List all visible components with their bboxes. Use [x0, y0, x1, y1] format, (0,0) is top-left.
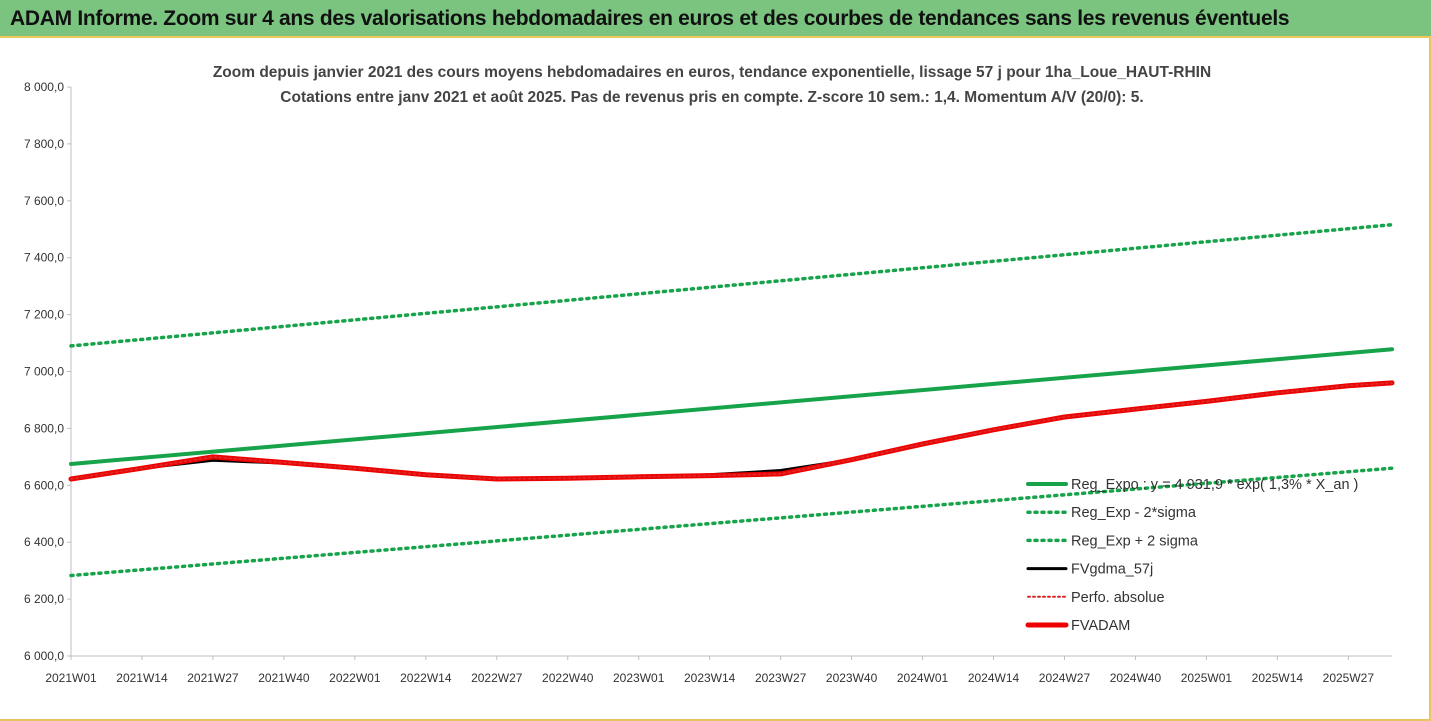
y-tick-labels: 8 000,0 7 800,0 7 600,0 7 400,0 7 200,0 7 000…	[24, 80, 71, 663]
chart-axes	[70, 87, 1392, 657]
x-tick-label: 2025W14	[1252, 671, 1304, 685]
x-tick-label: 2024W40	[1110, 671, 1162, 685]
x-tick-label: 2023W27	[755, 671, 807, 685]
x-tick-label: 2024W14	[968, 671, 1020, 685]
y-tick-label: 6 800,0	[24, 421, 64, 435]
y-tick-label: 8 000,0	[24, 80, 64, 94]
x-tick-label: 2021W14	[116, 671, 168, 685]
x-tick-label: 2021W27	[187, 671, 239, 685]
series-line-4	[70, 381, 1393, 480]
series-lines	[68, 222, 1395, 578]
x-tick-label: 2024W01	[897, 671, 949, 685]
y-tick-label: 7 400,0	[24, 251, 64, 265]
legend-label: FVgdma_57j	[1071, 562, 1153, 578]
report-banner: ADAM Informe. Zoom sur 4 ans des valoris…	[0, 0, 1431, 38]
x-tick-labels: 2021W01 2021W14 2021W27 2021W40 2022W01 2022W…	[45, 656, 1374, 685]
series-line-5	[68, 380, 1395, 482]
legend-label: FVADAM	[1071, 618, 1130, 634]
chart-title-line: Cotations entre janv 2021 et août 2025. …	[280, 89, 1143, 106]
chart-title-line: Zoom depuis janvier 2021 des cours moyen…	[213, 64, 1211, 81]
x-tick-label: 2022W01	[329, 671, 381, 685]
series-line-1	[69, 466, 1394, 578]
y-tick-label: 7 800,0	[24, 137, 64, 151]
y-tick-label: 6 000,0	[24, 649, 64, 663]
x-tick-label: 2023W14	[684, 671, 736, 685]
y-tick-label: 6 600,0	[24, 478, 64, 492]
x-tick-label: 2021W40	[258, 671, 310, 685]
x-tick-label: 2023W40	[826, 671, 878, 685]
series-line-2	[69, 222, 1394, 348]
x-tick-label: 2025W27	[1323, 671, 1375, 685]
legend: Reg_Expo : y = 4 931,9 * exp( 1,3% * X_a…	[1025, 477, 1358, 634]
y-tick-label: 6 200,0	[24, 592, 64, 606]
y-tick-label: 7 200,0	[24, 308, 64, 322]
chart-title: Zoom depuis janvier 2021 des cours moyen…	[213, 64, 1211, 106]
x-tick-label: 2022W27	[471, 671, 523, 685]
series-line-3	[69, 381, 1394, 481]
x-tick-label: 2024W27	[1039, 671, 1091, 685]
legend-label: Reg_Exp + 2 sigma	[1071, 533, 1199, 549]
y-tick-label: 7 000,0	[24, 365, 64, 379]
legend-label: Reg_Exp - 2*sigma	[1071, 505, 1197, 521]
x-tick-label: 2025W01	[1181, 671, 1233, 685]
y-tick-label: 6 400,0	[24, 535, 64, 549]
report-title: ADAM Informe. Zoom sur 4 ans des valoris…	[10, 7, 1290, 30]
y-tick-label: 7 600,0	[24, 194, 64, 208]
x-tick-label: 2022W40	[542, 671, 594, 685]
x-tick-label: 2023W01	[613, 671, 665, 685]
x-tick-label: 2021W01	[45, 671, 97, 685]
x-tick-label: 2022W14	[400, 671, 452, 685]
chart-frame	[0, 38, 1431, 721]
legend-label: Reg_Expo : y = 4 931,9 * exp( 1,3% * X_a…	[1071, 477, 1358, 493]
series-line-0	[69, 347, 1394, 466]
legend-label: Perfo. absolue	[1071, 590, 1165, 606]
